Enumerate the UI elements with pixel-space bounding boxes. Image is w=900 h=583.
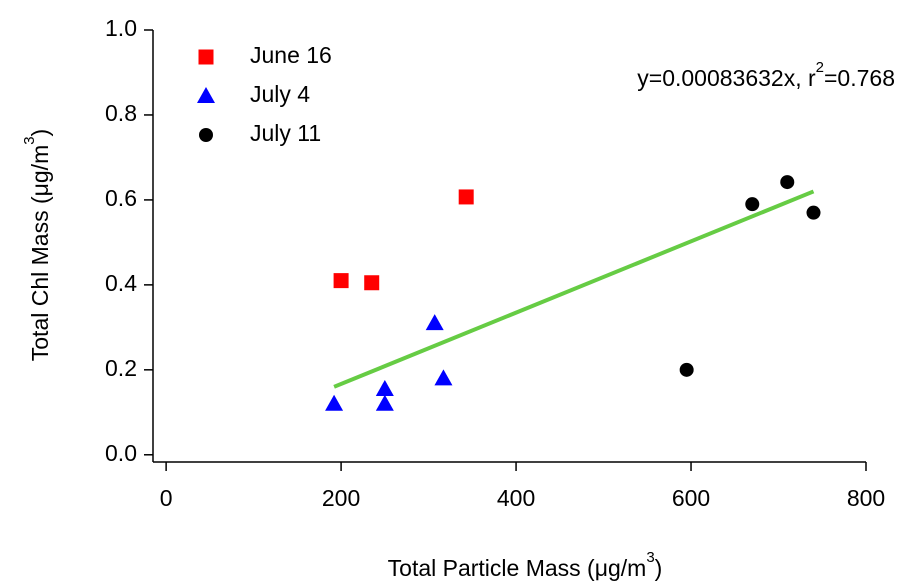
marker-square [333, 273, 349, 289]
y-tick-label: 1.0 [105, 15, 137, 41]
y-label-sup: 3 [21, 136, 38, 144]
marker-circle [679, 362, 694, 377]
annotation-sup: 2 [816, 59, 824, 76]
fit-line [333, 189, 815, 389]
annotation-text: y=0.00083632x, r [637, 65, 816, 91]
marker-circle [745, 197, 760, 212]
y-tick-label: 0.0 [105, 440, 137, 466]
x-label-end: ) [655, 555, 663, 581]
y-tick-label: 0.6 [105, 185, 137, 211]
x-label-sup: 3 [646, 549, 654, 566]
marker-circle [806, 205, 821, 220]
x-tick-label: 800 [847, 485, 885, 511]
x-tick-label: 600 [672, 485, 710, 511]
marker-triangle [325, 394, 344, 411]
marker-square [458, 189, 474, 205]
marker-triangle [197, 87, 215, 103]
y-label-text: Total Chl Mass (μg/m [27, 145, 53, 361]
marker-square [364, 275, 380, 291]
y-tick-label: 0.8 [105, 100, 137, 126]
legend-label: July 4 [250, 81, 310, 107]
y-tick-label: 0.2 [105, 355, 137, 381]
x-tick-label: 400 [497, 485, 535, 511]
marker-triangle [434, 369, 453, 386]
marker-circle [199, 128, 213, 142]
x-axis-label: Total Particle Mass (μg/m3) [388, 549, 663, 581]
fit-annotation: y=0.00083632x, r2=0.768 [637, 59, 895, 91]
annotation-end: =0.768 [824, 65, 895, 91]
marker-triangle [375, 379, 394, 396]
y-axis-label: Total Chl Mass (μg/m3) [21, 129, 53, 361]
legend-label: June 16 [250, 42, 332, 68]
y-tick-label: 0.4 [105, 270, 137, 296]
marker-circle [780, 175, 795, 190]
x-tick-label: 0 [160, 485, 173, 511]
x-tick-label: 200 [322, 485, 360, 511]
marker-square [198, 49, 214, 65]
y-label-end: ) [27, 129, 53, 137]
marker-triangle [375, 394, 394, 411]
legend-label: July 11 [250, 120, 321, 146]
x-label-text: Total Particle Mass (μg/m [388, 555, 647, 581]
marker-triangle [425, 314, 444, 331]
